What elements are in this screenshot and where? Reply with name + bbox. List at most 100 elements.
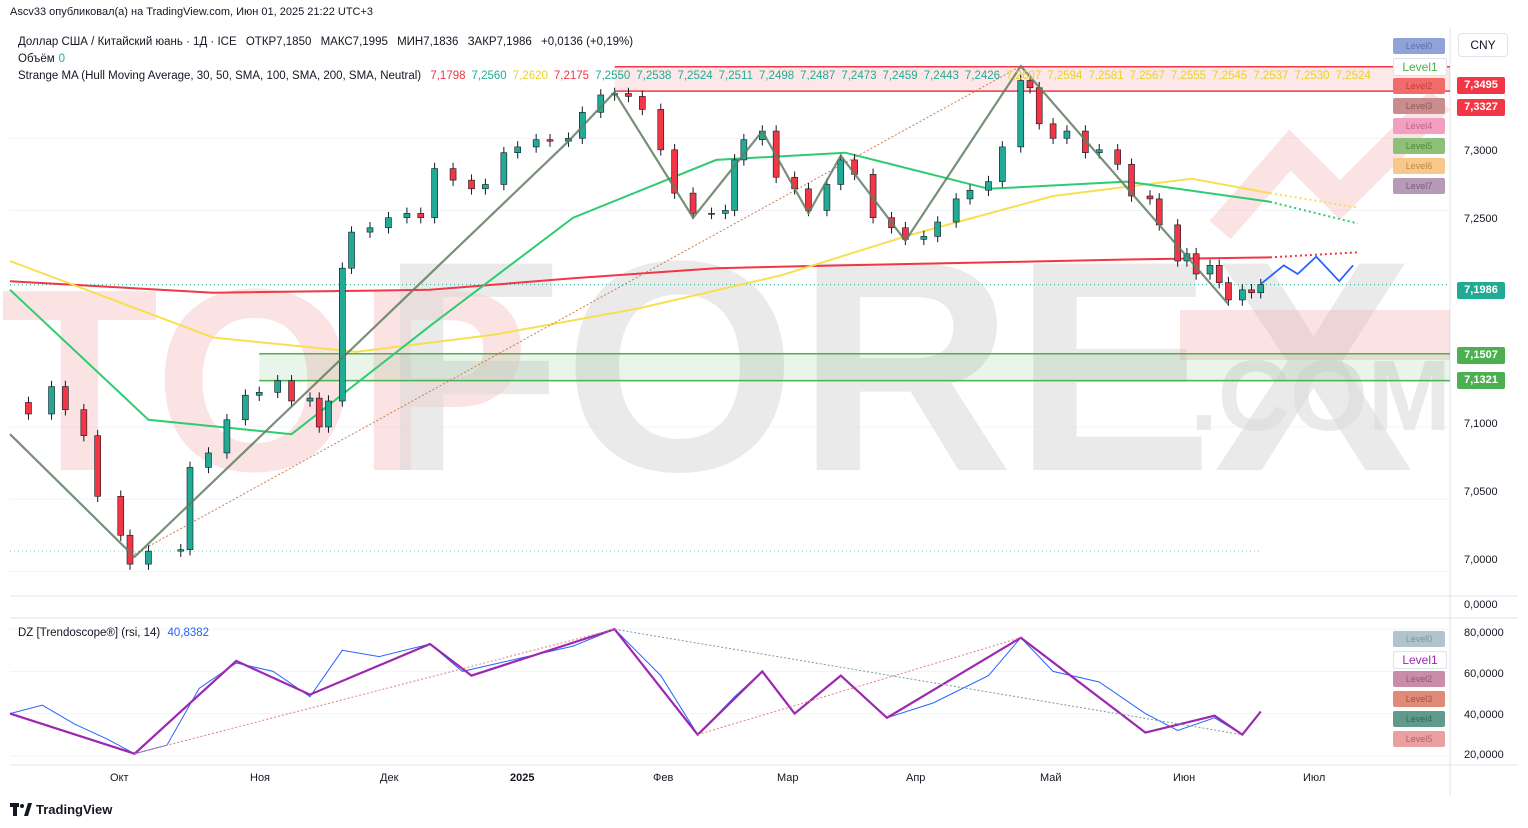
candle-up: [1257, 284, 1265, 294]
candle-up: [274, 380, 281, 393]
indicator-value: 7,2545: [1212, 70, 1248, 82]
tradingview-logo-icon: [10, 802, 32, 816]
tradingview-logo-text: TradingView: [36, 802, 113, 817]
forecast-path: [1260, 255, 1354, 285]
candle-down: [1146, 195, 1154, 200]
watermark-main: FOREX: [380, 198, 1415, 534]
rsi-axis-label: 40,0000: [1464, 709, 1504, 721]
currency-button[interactable]: CNY: [1458, 33, 1508, 57]
price-axis-label: 7,1000: [1464, 418, 1498, 430]
ma-100-line: [9, 177, 1271, 353]
candle-down: [805, 188, 812, 211]
ma-200-line: [9, 256, 1271, 294]
candle-up: [223, 419, 231, 454]
ohlc-high: МАКС7,1995: [320, 36, 388, 48]
level-label-level5[interactable]: Level5: [1393, 138, 1445, 154]
candle-up: [985, 181, 992, 191]
trend-diagonal: [134, 65, 1022, 555]
candle-down: [1082, 130, 1089, 154]
candle-up: [722, 210, 729, 214]
ma-50-line: [9, 151, 1271, 436]
indicator-value: 7,2443: [923, 70, 959, 82]
candle-up: [306, 397, 314, 402]
candle-down: [80, 409, 88, 436]
indicator-value: 7,2537: [1253, 70, 1289, 82]
indicator-value: 7,2524: [677, 70, 713, 82]
candle-down: [1026, 80, 1034, 89]
ohlc-change: +0,0136 (+0,19%): [540, 36, 634, 48]
support-price-tag-2: 7,1321: [1457, 372, 1505, 389]
candle-down: [94, 435, 101, 497]
rsi-legend-value: 40,8382: [167, 627, 210, 639]
candle-up: [1206, 265, 1214, 275]
indicator-value: 7,2594: [1047, 70, 1083, 82]
indicator-value: 7,2581: [1088, 70, 1124, 82]
rsi-axis-label: 20,0000: [1464, 749, 1504, 761]
indicator-value: 7,2560: [471, 70, 507, 82]
symbol-legend-row[interactable]: Доллар США / Китайский юань · 1Д · ICE О…: [18, 34, 1383, 51]
rsi-legend[interactable]: DZ [Trendoscope®] (rsi, 14) 40,8382: [18, 627, 209, 639]
volume-label: Объём: [18, 53, 55, 65]
indicator-legend-row[interactable]: Strange MA (Hull Moving Average, 30, 50,…: [18, 68, 1383, 85]
level-label-level2[interactable]: Level2: [1393, 671, 1445, 687]
rsi-axis-label: 80,0000: [1464, 627, 1504, 639]
candle-up: [532, 139, 540, 148]
time-axis-label: Мар: [777, 772, 799, 784]
time-axis-label: Май: [1040, 772, 1062, 784]
volume-axis-label: 0,0000: [1464, 599, 1498, 611]
candle-up: [934, 221, 941, 237]
support-zone: [259, 353, 1451, 381]
indicator-value: 7,2524: [1335, 70, 1371, 82]
time-axis-label: Июл: [1303, 772, 1326, 784]
level-label-level0[interactable]: Level0: [1393, 38, 1445, 54]
candle-down: [288, 380, 295, 402]
rsi-divergence-line: [614, 628, 1243, 736]
candle-down: [625, 93, 632, 97]
resistance-price-tag-2: 7,3327: [1457, 99, 1505, 116]
price-axis-label: 7,2500: [1464, 213, 1498, 225]
candle-down: [1114, 149, 1121, 165]
level-label-level5[interactable]: Level5: [1393, 731, 1445, 747]
symbol-name[interactable]: Доллар США / Китайский юань · 1Д · ICE: [18, 36, 237, 48]
level-label-level4[interactable]: Level4: [1393, 118, 1445, 134]
rsi-divergence-line: [697, 637, 1021, 736]
indicator-value: 7,1798: [430, 70, 466, 82]
candle-up: [366, 227, 374, 233]
chart-legend: Доллар США / Китайский юань · 1Д · ICE О…: [18, 34, 1383, 85]
time-axis-label: Окт: [110, 772, 129, 784]
candle-down: [62, 386, 69, 410]
ohlc-open: ОТКР7,1850: [245, 36, 312, 48]
candle-up: [1239, 289, 1246, 301]
candle-up: [482, 184, 489, 190]
level-label-level6[interactable]: Level6: [1393, 158, 1445, 174]
ohlc-low: МИН7,1836: [397, 36, 459, 48]
candle-down: [468, 179, 475, 190]
indicator-value: 7,2459: [882, 70, 918, 82]
time-axis-label: 2025: [510, 772, 535, 784]
indicator-value: 7,2538: [636, 70, 672, 82]
level-label-level1[interactable]: Level1: [1393, 58, 1447, 76]
candle-up: [145, 550, 152, 565]
candle-up: [325, 400, 332, 428]
indicator-value: 7,2511: [718, 70, 753, 82]
tradingview-logo[interactable]: TradingView: [10, 802, 112, 817]
candle-down: [449, 168, 457, 181]
ohlc-close: ЗАКР7,1986: [467, 36, 532, 48]
level-label-level2[interactable]: Level2: [1393, 78, 1445, 94]
candle-down: [417, 213, 425, 218]
rsi-axis-label: 60,0000: [1464, 668, 1504, 680]
time-axis-label: Дек: [380, 772, 399, 784]
level-label-level0[interactable]: Level0: [1393, 631, 1445, 647]
level-label-level3[interactable]: Level3: [1393, 691, 1445, 707]
level-label-level7[interactable]: Level7: [1393, 178, 1445, 194]
ma-50-projection: [1269, 200, 1358, 225]
time-axis-label: Июн: [1173, 772, 1196, 784]
level-label-level4[interactable]: Level4: [1393, 711, 1445, 727]
indicator-name[interactable]: Strange MA (Hull Moving Average, 30, 50,…: [18, 70, 422, 82]
candle-down: [671, 149, 678, 194]
candle-down: [1049, 123, 1057, 139]
volume-legend-row[interactable]: Объём 0: [18, 51, 1383, 68]
level-label-level3[interactable]: Level3: [1393, 98, 1445, 114]
level-label-level1[interactable]: Level1: [1393, 651, 1447, 669]
